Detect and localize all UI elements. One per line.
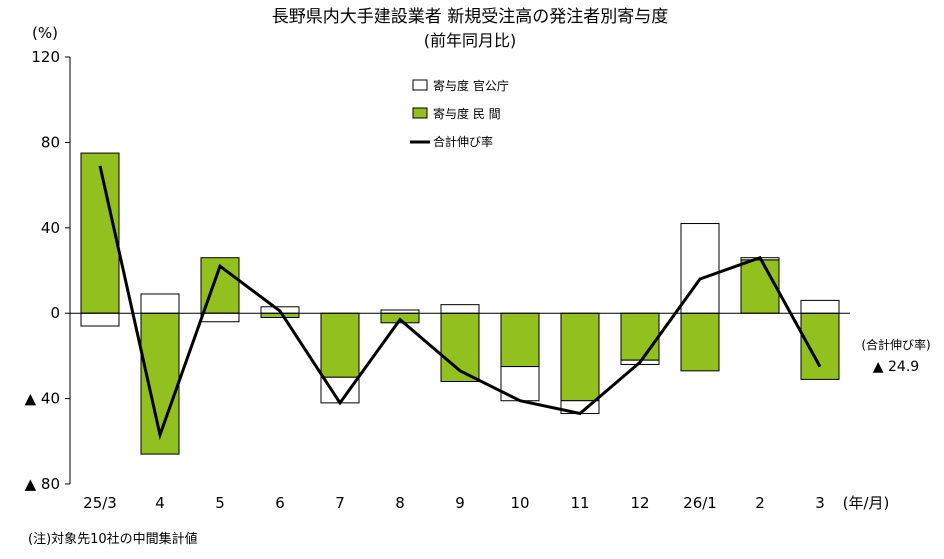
bar-public <box>500 366 540 402</box>
x-tick-label: 3 <box>815 494 825 512</box>
legend-label-total: 合計伸び率 <box>433 134 493 149</box>
bar-public <box>800 299 840 314</box>
bar-private <box>800 312 840 380</box>
x-tick-label: 9 <box>455 494 465 512</box>
legend-swatch-public <box>412 79 428 91</box>
bar-public <box>80 312 120 327</box>
x-tick-label: 5 <box>215 494 225 512</box>
x-tick-label: 2 <box>755 494 765 512</box>
y-tick-label: ▲ 40 <box>25 390 60 408</box>
legend-swatch-private <box>412 107 428 119</box>
x-tick-label: 10 <box>510 494 529 512</box>
y-tick-label: 80 <box>41 133 60 151</box>
y-tick-label: 40 <box>41 219 60 237</box>
y-tick-label: 0 <box>50 304 60 322</box>
x-tick-label: 4 <box>155 494 165 512</box>
y-axis-label: (%) <box>32 24 58 42</box>
bar-private <box>320 312 360 378</box>
y-tick-label: ▲ 80 <box>25 475 60 493</box>
bar-private <box>560 312 600 402</box>
x-tick-label: 8 <box>395 494 405 512</box>
bar-private <box>680 312 720 372</box>
x-tick-label: 7 <box>335 494 345 512</box>
legend-label-private: 寄与度 民 間 <box>433 106 501 121</box>
legend-label-public: 寄与度 官公庁 <box>433 78 509 93</box>
bar-private <box>740 259 780 314</box>
bar-public <box>140 293 180 314</box>
footnote: (注)対象先10社の中間集計値 <box>28 531 198 547</box>
bar-private <box>80 152 120 314</box>
x-tick-label: 11 <box>570 494 589 512</box>
chart-subtitle: (前年同月比) <box>424 31 517 50</box>
bar-public <box>440 304 480 314</box>
chart-title: 長野県内大手建設業者 新規受注高の発注者別寄与度 <box>272 7 668 27</box>
y-tick-label: 120 <box>31 48 60 66</box>
legend: 寄与度 官公庁 寄与度 民 間 合計伸び率 <box>410 78 509 149</box>
line-total-growth <box>98 165 822 441</box>
total-growth-annotation-label: (合計伸び率) <box>861 337 930 352</box>
x-axis-unit-label: (年/月) <box>843 494 890 512</box>
bar-private <box>620 312 660 361</box>
x-tick-label: 26/1 <box>683 494 717 512</box>
total-growth-annotation-value: ▲ 24.9 <box>873 359 919 375</box>
bar-private <box>500 312 540 368</box>
x-tick-label: 6 <box>275 494 285 512</box>
x-tick-label: 25/3 <box>83 494 117 512</box>
x-tick-label: 12 <box>630 494 649 512</box>
bar-public <box>200 312 240 323</box>
